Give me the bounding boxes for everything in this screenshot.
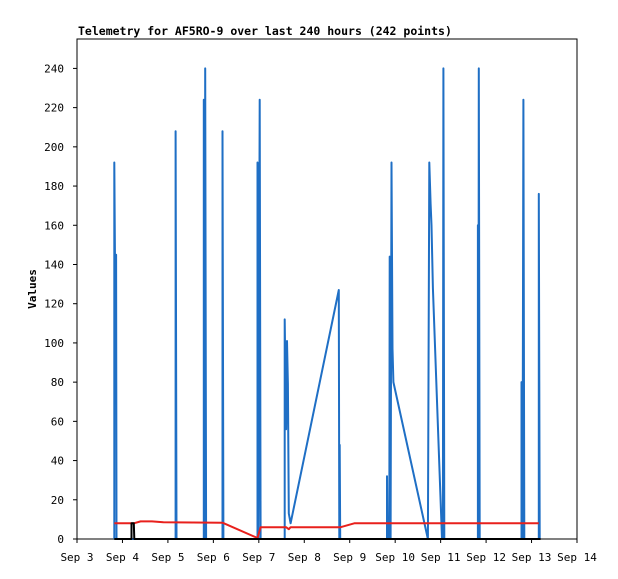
x-tick-label: Sep 11	[421, 551, 461, 564]
x-axis: Sep 3 Sep 4 Sep 5 Sep 6 Sep 7 Sep 8 Sep 9 Sep 1…	[60, 539, 597, 564]
y-tick-label: 120	[44, 298, 64, 311]
series-line-3	[114, 522, 541, 540]
chart-title: Telemetry for AF5RO-9 over last 240 hour…	[78, 24, 452, 38]
y-axis-label: Values	[26, 269, 39, 309]
x-tick-label: Sep 14	[557, 551, 597, 564]
x-tick-label: Sep 10	[375, 551, 415, 564]
x-tick-label: Sep 8	[288, 551, 321, 564]
y-tick-label: 240	[44, 62, 64, 75]
y-tick-label: 180	[44, 180, 64, 193]
x-tick-label: Sep 6	[197, 551, 230, 564]
x-tick-label: Sep 13	[512, 551, 552, 564]
y-tick-label: 160	[44, 219, 64, 232]
y-tick-label: 140	[44, 258, 64, 271]
x-tick-label: Sep 7	[242, 551, 275, 564]
y-tick-label: 200	[44, 141, 64, 154]
x-tick-label: Sep 5	[151, 551, 184, 564]
y-tick-label: 60	[51, 415, 64, 428]
y-tick-label: 100	[44, 337, 64, 350]
y-tick-label: 80	[51, 376, 64, 389]
plot-area-frame	[76, 38, 578, 540]
series-layer	[113, 67, 541, 540]
x-tick-label: Sep 9	[333, 551, 366, 564]
y-tick-label: 40	[51, 455, 64, 468]
y-tick-label: 220	[44, 102, 64, 115]
series-line-2	[114, 520, 539, 539]
y-tick-label: 20	[51, 494, 64, 507]
x-tick-label: Sep 4	[106, 551, 139, 564]
y-axis: 0 20 40 60 80 100 120 140 160 180 200 220 240	[44, 62, 77, 546]
y-tick-label: 0	[57, 533, 64, 546]
x-tick-label: Sep 3	[60, 551, 93, 564]
x-tick-label: Sep 12	[466, 551, 506, 564]
